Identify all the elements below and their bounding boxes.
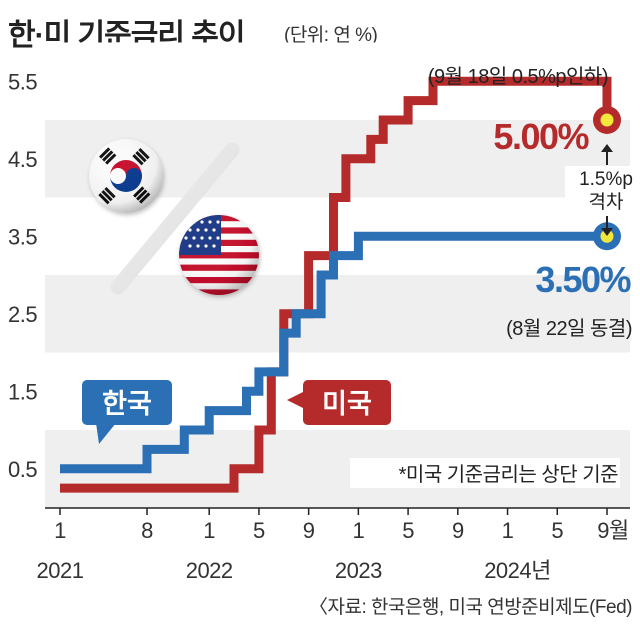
usa-event-label: (9월 18일 0.5%p인하) [428,65,608,88]
slash-decoration-icon [110,142,240,295]
y-tick-label: 5.5 [8,69,37,94]
usa-value-label: 5.00% [493,116,589,157]
legend-usa-label: 미국 [322,389,372,419]
legend-korea-label: 한국 [102,389,152,419]
korea-end-marker-dot [600,229,614,243]
x-tick-label: 9 [303,518,315,543]
unit-label: (단위: 연 %) [284,25,378,46]
series-line-korea [60,231,607,474]
x-tick-label: 5 [402,518,414,543]
usa-end-marker-dot [600,113,614,127]
gap-label-line1: 1.5%p [579,169,633,190]
gap-label-line2: 격차 [589,191,624,213]
y-axis-ticks: 0.5 1.5 2.5 3.5 4.5 5.5 [8,69,38,482]
gridline-band [45,275,630,353]
korea-event-label: (8월 22일 동결) [506,317,632,340]
x-year-label: 2023 [335,558,382,583]
legend-usa-pointer [287,391,305,409]
legend-korea-bg [82,380,172,425]
note-bg [350,458,620,488]
x-tick-label: 5 [253,518,265,543]
x-year-label: 2022 [186,558,233,583]
x-tick-label: 8 [141,518,153,543]
usa-end-marker [593,106,621,134]
legend-usa-bg [303,380,391,425]
y-tick-label: 1.5 [8,379,37,404]
source-credit: 〈자료: 한국은행, 미국 연방준비제도(Fed) [308,597,633,618]
series-line-usa [60,76,612,493]
rate-basis-note: *미국 기준금리는 상단 기준 [399,463,618,486]
legend-usa: 미국 [287,380,391,425]
korea-flag-icon [89,139,163,213]
x-tick-label: 1 [502,518,514,543]
korea-end-marker [593,222,621,251]
y-tick-label: 4.5 [8,147,37,172]
x-tick-label: 5 [551,518,563,543]
y-tick-label: 3.5 [8,224,37,249]
usa-flag-icon [179,215,259,295]
x-tick-label: 9월 [597,518,628,543]
x-tick-label: 1 [352,518,364,543]
x-year-label: 2024년 [484,558,551,583]
x-tick-label: 1 [203,518,215,543]
legend-korea: 한국 [82,380,172,444]
x-year-label: 2021 [37,558,84,583]
legend-korea-pointer [96,423,116,444]
flag-decoration [89,139,259,295]
y-tick-label: 2.5 [8,302,37,327]
gap-label-bg [565,166,640,214]
x-tick-label: 9 [452,518,464,543]
korea-value-label: 3.50% [535,259,631,300]
x-tick-label: 1 [54,518,66,543]
gap-arrow-icon [601,144,613,236]
y-tick-label: 0.5 [8,457,37,482]
